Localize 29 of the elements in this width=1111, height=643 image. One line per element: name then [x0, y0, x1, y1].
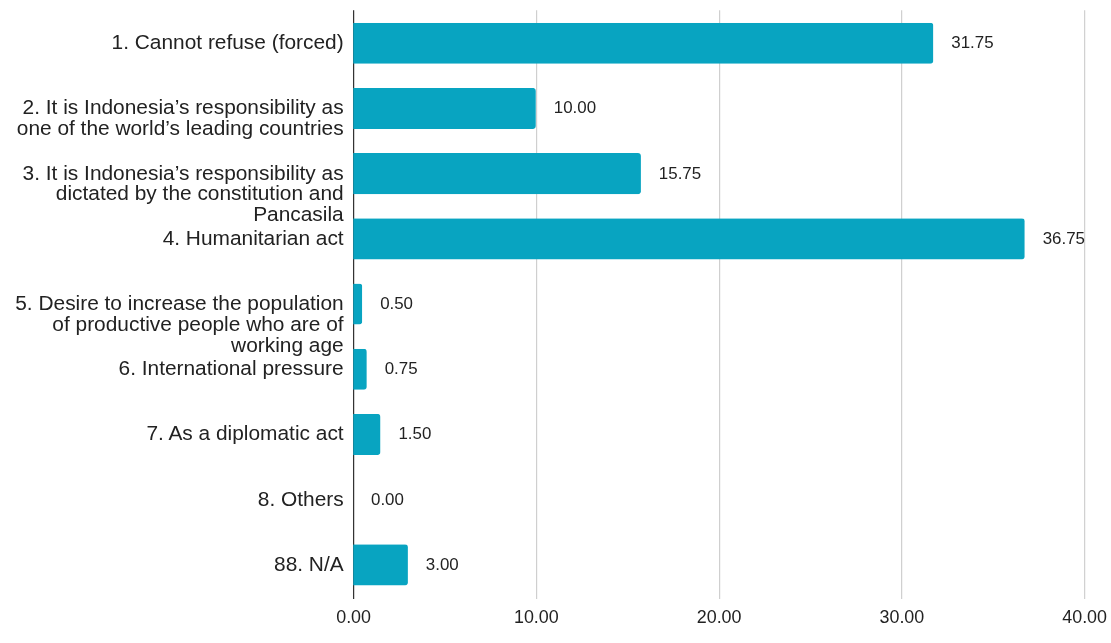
bar: [353, 22, 934, 64]
data-label: 10.00: [553, 98, 597, 118]
y-tick-label: 1. Cannot refuse (forced): [111, 30, 344, 54]
bar: [353, 218, 1025, 260]
data-label: 0.00: [371, 489, 404, 509]
y-tick-label: 3. It is Indonesia’s responsibility as dictated by the constitution and Pancasila: [22, 160, 345, 226]
bar: [353, 544, 408, 586]
x-tick-label: 30.00: [879, 606, 925, 627]
y-tick-label: 88. N/A: [274, 551, 344, 575]
x-tick-label: 20.00: [696, 606, 742, 627]
data-label: 36.75: [1042, 228, 1085, 248]
bar: [353, 87, 536, 129]
y-tick-label: 6. International pressure: [118, 356, 344, 380]
y-tick-label: 2. It is Indonesia’s responsibility as one of the world’s leading countries: [16, 95, 344, 140]
data-label: 0.50: [380, 294, 414, 314]
bar: [353, 153, 641, 195]
data-label: 15.75: [658, 163, 702, 183]
data-label: 0.75: [384, 359, 418, 379]
y-tick-label: 4. Humanitarian act: [162, 225, 344, 249]
x-tick-label: 40.00: [1062, 606, 1108, 627]
y-tick-label: 7. As a diplomatic act: [146, 421, 344, 445]
y-tick-label: 8. Others: [257, 486, 344, 510]
y-tick-label: 5. Desire to increase the population of productive people who are of working age: [15, 291, 344, 356]
x-tick-label: 0.00: [336, 606, 372, 627]
data-label: 3.00: [425, 554, 459, 574]
x-tick-label: 10.00: [513, 606, 559, 627]
data-label: 31.75: [951, 33, 994, 53]
data-label: 1.50: [398, 424, 432, 444]
bar: [353, 413, 381, 456]
